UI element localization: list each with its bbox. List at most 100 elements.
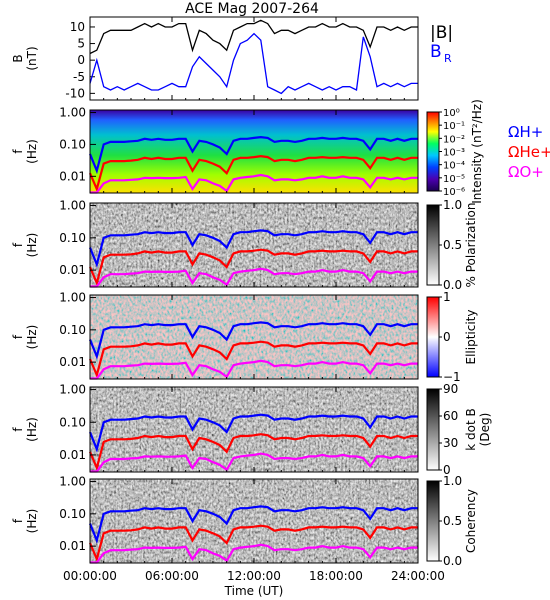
y-axis-unit-5: (Hz) — [25, 509, 39, 534]
colorbar-tick-label-1-5: 10⁻⁵ — [443, 174, 465, 185]
y-tick-label-1-1: 0.10 — [59, 137, 86, 151]
y-axis-unit-3: (Hz) — [25, 325, 39, 350]
legend-h-plus: ΩH+ — [508, 123, 543, 141]
cyclotron-Heplus-line-2 — [88, 248, 418, 287]
cyclotron-Oplus-line-4 — [90, 452, 418, 473]
spectrogram-2 — [90, 203, 418, 287]
y-tick-label-3-1: 0.10 — [59, 323, 86, 337]
cyclotron-Heplus-line-3 — [88, 340, 418, 379]
colorbar-tick-label-2-1: 0.5 — [443, 238, 462, 252]
legend-he-plus: ΩHe+ — [508, 143, 550, 161]
colorbar-4 — [426, 388, 440, 471]
series-line-1 — [89, 32, 418, 95]
spectrogram-5 — [90, 479, 418, 563]
y-tick-label-0-3: -5 — [73, 70, 85, 84]
y-axis-unit-1: (Hz) — [25, 139, 39, 164]
colorbar-tick-label-1-2: 10⁻² — [443, 134, 465, 145]
legend-total-field: |B| — [430, 23, 453, 43]
colorbar-tick-label-1-1: 10⁻¹ — [443, 121, 465, 132]
colorbar-label-1: Intensity (nT²/Hz) — [470, 99, 484, 204]
y-tick-label-2-0: 1.00 — [59, 199, 86, 213]
cyclotron-Oplus-line-3 — [90, 359, 418, 380]
colorbar-tick-label-5-0: 1.0 — [443, 474, 462, 488]
colorbar-tick-label-4-1: 60 — [443, 409, 458, 423]
spectrogram-1 — [90, 110, 418, 193]
y-axis-label-0: B — [11, 54, 25, 62]
cyclotron-Oplus-line-2 — [90, 267, 418, 288]
colorbar-tick-label-5-1: 0.5 — [443, 514, 462, 528]
cyclotron-Oplus-line-1 — [90, 173, 418, 194]
y-axis-unit-2: (Hz) — [25, 233, 39, 258]
colorbar-label-2: % Polarization — [464, 203, 478, 288]
y-tick-label-2-2: 0.01 — [59, 263, 86, 277]
colorbar-tick-label-1-0: 10⁰ — [443, 108, 460, 119]
cyclotron-Hplus-line-5 — [88, 505, 418, 544]
cyclotron-Hplus-line-1 — [88, 135, 418, 175]
x-axis: 00:00:00 06:00:00 12:00:00 18:00:00 24:0… — [63, 569, 445, 598]
y-axis-label-2: f — [11, 242, 25, 247]
x-tick-label-2: 12:00:00 — [227, 569, 281, 583]
y-tick-label-4-2: 0.01 — [59, 448, 86, 462]
colorbar-tick-label-1-6: 10⁻⁶ — [443, 187, 465, 198]
y-tick-label-3-2: 0.01 — [59, 355, 86, 369]
y-tick-label-0-4: -10 — [65, 86, 85, 100]
colorbar-tick-label-4-3: 0 — [443, 463, 451, 477]
legend-radial-field: B — [430, 42, 442, 62]
y-tick-label-1-0: 1.00 — [59, 106, 86, 120]
y-tick-label-4-1: 0.10 — [59, 415, 86, 429]
colorbar-label-5: Coherency — [464, 489, 478, 553]
y-tick-label-1-2: 0.01 — [59, 169, 86, 183]
gyrofrequency-legend: ΩH+ ΩHe+ ΩO+ — [508, 123, 550, 181]
cyclotron-Heplus-line-1 — [88, 154, 418, 193]
colorbar-2 — [426, 204, 440, 286]
cyclotron-Hplus-line-2 — [88, 229, 418, 268]
cyclotron-Heplus-line-5 — [88, 524, 418, 563]
colorbar-tick-label-3-0: 1 — [443, 290, 451, 304]
x-tick-label-1: 06:00:00 — [145, 569, 199, 583]
colorbar-label-4: k dot B — [464, 408, 478, 450]
colorbar-tick-label-1-4: 10⁻⁴ — [443, 161, 465, 172]
y-axis-label-1: f — [11, 149, 25, 154]
colorbar-tick-label-5-2: 0.0 — [443, 554, 462, 568]
spectrogram-4 — [90, 387, 418, 472]
spectrogram-3 — [90, 295, 418, 379]
colorbar-tick-label-3-2: −1 — [443, 370, 461, 384]
x-tick-label-0: 00:00:00 — [63, 569, 117, 583]
cyclotron-Hplus-line-4 — [88, 413, 418, 453]
legend-radial-subscript: R — [444, 52, 452, 65]
colorbar-label-3: Ellipticity — [464, 310, 478, 365]
y-tick-label-0-2: 0 — [77, 53, 85, 67]
y-tick-label-0-1: 5 — [77, 37, 85, 51]
cyclotron-Hplus-line-3 — [88, 321, 418, 360]
y-axis-unit-0: (nT) — [25, 46, 39, 70]
y-axis-unit-4: (Hz) — [25, 417, 39, 442]
colorbar-unit-4: (Deg) — [478, 413, 492, 447]
y-tick-label-4-0: 1.00 — [59, 383, 86, 397]
y-tick-label-0-0: 10 — [70, 20, 85, 34]
panel-frame-0 — [89, 16, 419, 101]
y-axis-label-3: f — [11, 334, 25, 339]
y-axis-label-4: f — [11, 427, 25, 432]
colorbar-tick-label-2-0: 1.0 — [443, 198, 462, 212]
cyclotron-Heplus-line-4 — [88, 433, 418, 472]
colorbar-5 — [426, 480, 440, 562]
colorbar-tick-label-4-0: 90 — [443, 382, 458, 396]
colorbar-tick-label-3-1: 0 — [443, 330, 451, 344]
y-tick-label-5-2: 0.01 — [59, 539, 86, 553]
field-legend: |B| B R — [430, 23, 453, 65]
x-tick-label-4: 24:00:00 — [391, 569, 445, 583]
y-axis-label-5: f — [11, 518, 25, 523]
legend-o-plus: ΩO+ — [508, 163, 544, 181]
y-tick-label-3-0: 1.00 — [59, 291, 86, 305]
x-tick-label-3: 18:00:00 — [309, 569, 363, 583]
x-axis-title: Time (UT) — [224, 584, 284, 598]
cyclotron-Oplus-line-5 — [90, 543, 418, 564]
figure-title: ACE Mag 2007-264 — [185, 1, 319, 17]
y-tick-label-5-0: 1.00 — [59, 475, 86, 489]
colorbar-1 — [426, 111, 440, 192]
colorbar-3 — [426, 296, 440, 378]
y-tick-label-5-1: 0.10 — [59, 507, 86, 521]
colorbar-tick-label-4-2: 30 — [443, 436, 458, 450]
